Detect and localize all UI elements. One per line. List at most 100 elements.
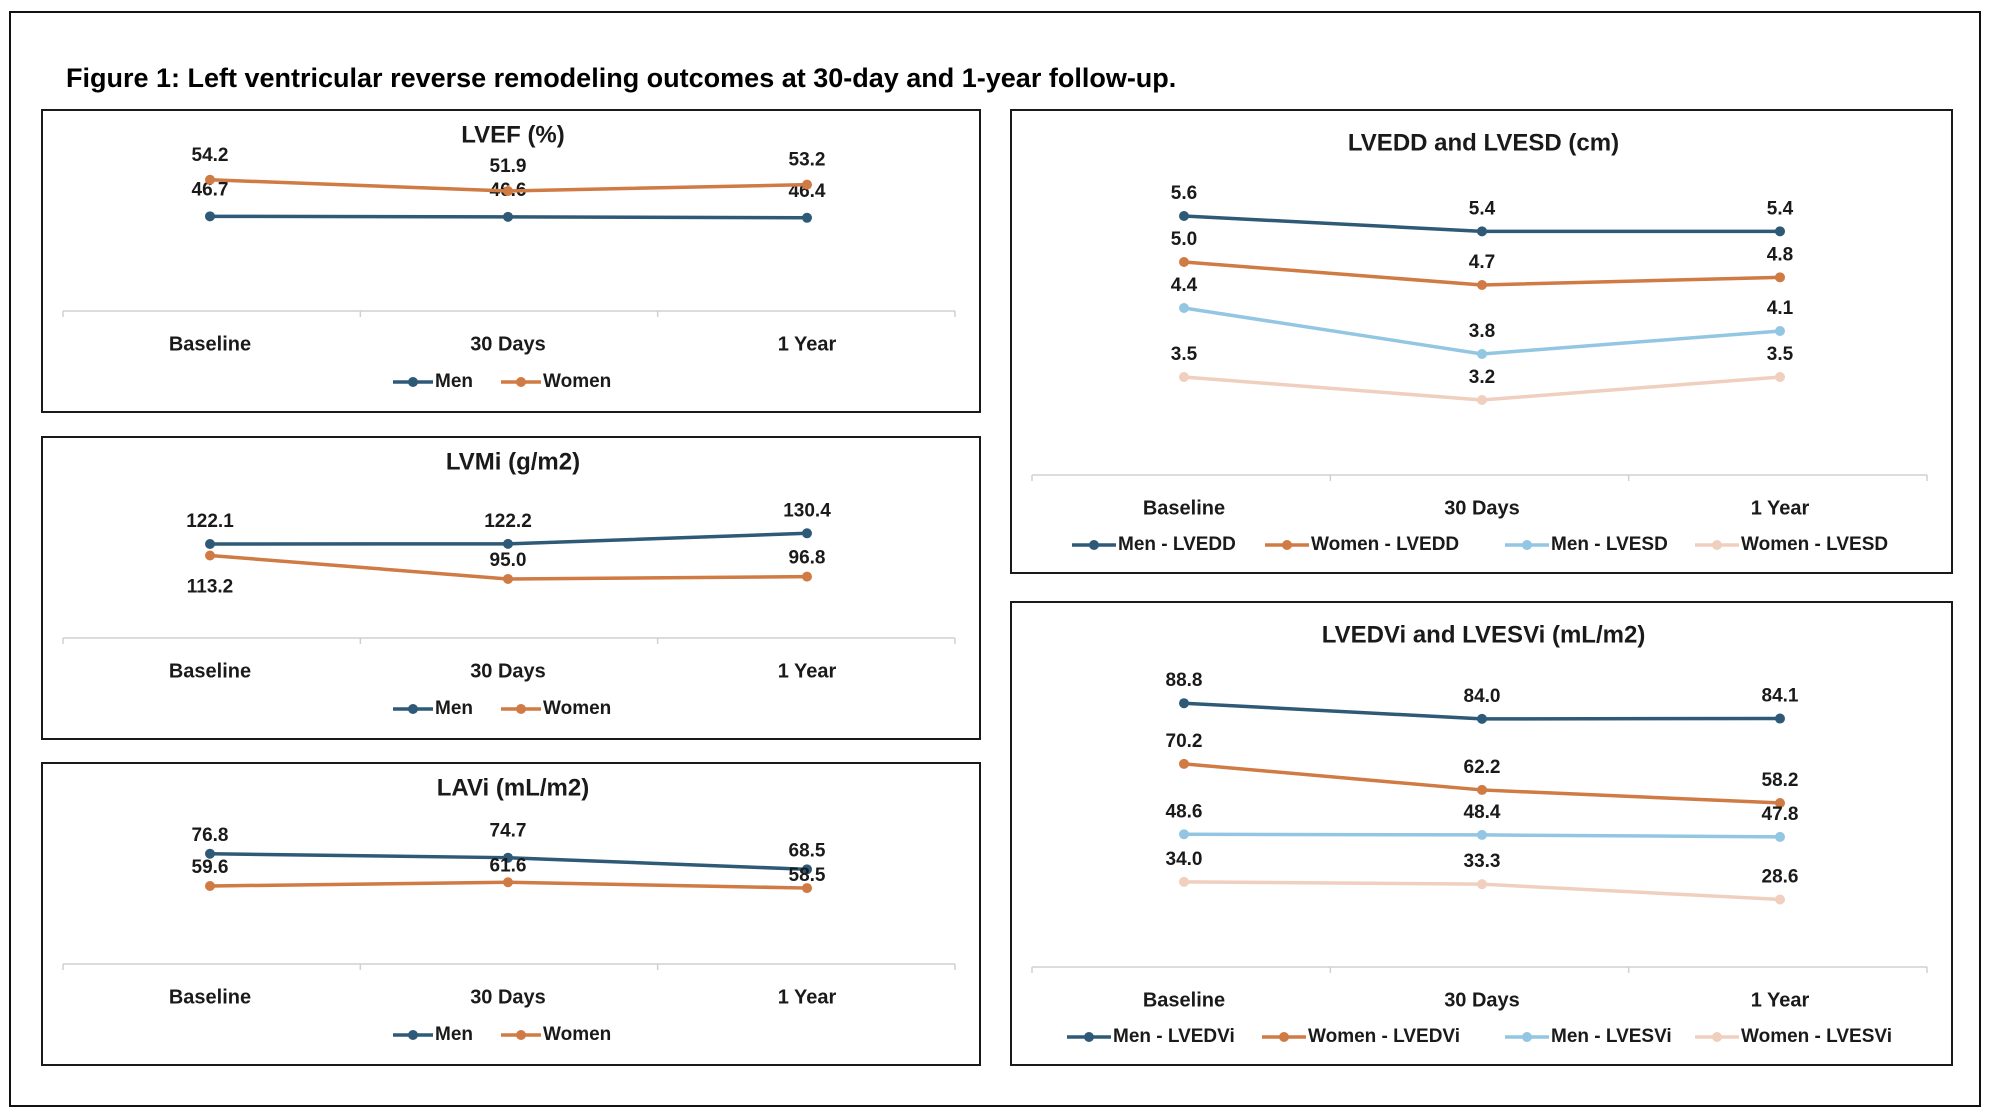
chart-title: LVMi (g/m2) bbox=[446, 448, 580, 475]
data-label-women-lvedvi-1-year: 58.2 bbox=[1762, 770, 1799, 791]
x-tick-label-baseline: Baseline bbox=[169, 660, 251, 682]
x-tick-label-baseline: Baseline bbox=[169, 986, 251, 1008]
data-point-women-30-days bbox=[503, 877, 513, 888]
legend-label-men-lvesd: Men - LVESD bbox=[1551, 534, 1668, 555]
data-label-women-lvedd-baseline: 5.0 bbox=[1171, 229, 1197, 250]
data-point-women-lvedvi-baseline bbox=[1179, 758, 1189, 769]
chart-title: LVEDVi and LVESVi (mL/m2) bbox=[1322, 621, 1646, 648]
data-label-women-30-days: 51.9 bbox=[490, 156, 527, 177]
data-label-men-lvedd-1-year: 5.4 bbox=[1767, 198, 1794, 219]
data-label-men-lvesvi-30-days: 48.4 bbox=[1464, 802, 1501, 823]
data-point-men-baseline bbox=[205, 848, 215, 859]
data-label-women-lvesvi-30-days: 33.3 bbox=[1464, 851, 1501, 872]
x-tick-label-1-year: 1 Year bbox=[1751, 497, 1810, 519]
data-label-women-baseline: 113.2 bbox=[187, 576, 234, 597]
data-point-women-baseline bbox=[205, 881, 215, 891]
x-tick-label-30-days: 30 Days bbox=[470, 986, 546, 1008]
data-point-men-1-year bbox=[802, 528, 812, 539]
legend-label-men: Men bbox=[435, 1024, 473, 1045]
data-point-men-lvedd-baseline bbox=[1179, 211, 1189, 221]
data-point-men-lvedvi-1-year bbox=[1775, 713, 1785, 724]
data-point-women-lvesd-30-days bbox=[1477, 395, 1487, 405]
data-label-men-baseline: 46.7 bbox=[192, 179, 229, 200]
data-point-women-lvedvi-1-year bbox=[1775, 797, 1785, 808]
chart-panel-lavi: LAVi (mL/m2) Baseline 30 Days 1 Year 76.8 74.… bbox=[41, 762, 981, 1066]
legend-marker-women-lvesd bbox=[1712, 540, 1722, 550]
chart-title: LVEDD and LVESD (cm) bbox=[1348, 129, 1619, 156]
legend-label-men: Men bbox=[435, 371, 473, 392]
data-point-men-30-days bbox=[503, 538, 513, 549]
data-label-women-lvedvi-30-days: 62.2 bbox=[1464, 757, 1501, 778]
data-label-women-lvesd-baseline: 3.5 bbox=[1171, 344, 1198, 365]
x-tick-label-30-days: 30 Days bbox=[1444, 497, 1520, 519]
data-point-women-lvesd-1-year bbox=[1775, 372, 1785, 382]
data-label-men-1-year: 68.5 bbox=[789, 840, 826, 861]
chart-lvmi: LVMi (g/m2) Baseline 30 Days 1 Year 122.1 122… bbox=[62, 448, 956, 719]
data-label-women-30-days: 95.0 bbox=[490, 550, 527, 571]
data-point-women-lvedd-baseline bbox=[1179, 257, 1189, 267]
x-tick-label-1-year: 1 Year bbox=[778, 333, 837, 355]
data-point-women-30-days bbox=[503, 185, 513, 196]
data-point-men-lvesd-1-year bbox=[1775, 326, 1785, 336]
data-point-men-lvedvi-baseline bbox=[1179, 698, 1189, 709]
chart-lvedvi: LVEDVi and LVESVi (mL/m2) Baseline 30 Days… bbox=[1031, 621, 1928, 1047]
chart-lavi: LAVi (mL/m2) Baseline 30 Days 1 Year 76.8 74.… bbox=[62, 774, 956, 1045]
data-label-women-1-year: 96.8 bbox=[789, 548, 826, 569]
x-tick-label-1-year: 1 Year bbox=[778, 986, 837, 1008]
data-label-men-lvesd-30-days: 3.8 bbox=[1469, 321, 1495, 342]
data-point-women-lvesvi-30-days bbox=[1477, 879, 1487, 890]
x-tick-label-30-days: 30 Days bbox=[470, 333, 546, 355]
data-label-men-lvesd-1-year: 4.1 bbox=[1767, 298, 1794, 319]
x-tick-label-1-year: 1 Year bbox=[778, 660, 837, 682]
legend-label-women-lvedd: Women - LVEDD bbox=[1311, 534, 1459, 555]
legend-label-women-lvedvi: Women - LVEDVi bbox=[1308, 1026, 1460, 1047]
data-label-men-lvedvi-1-year: 84.1 bbox=[1762, 686, 1799, 707]
data-point-men-30-days bbox=[503, 211, 513, 222]
legend-label-men-lvedvi: Men - LVEDVi bbox=[1113, 1026, 1235, 1047]
data-point-men-lvesd-baseline bbox=[1179, 303, 1189, 313]
legend-marker-men-lvedvi bbox=[1084, 1032, 1094, 1042]
data-label-women-1-year: 53.2 bbox=[789, 150, 826, 171]
chart-lvedd: LVEDD and LVESD (cm) Baseline 30 Days 1 Yea… bbox=[1031, 129, 1928, 555]
chart-title: LVEF (%) bbox=[461, 121, 565, 148]
legend-marker-men bbox=[408, 704, 418, 714]
legend-marker-women-lvedd bbox=[1282, 540, 1292, 550]
data-point-men-lvedvi-30-days bbox=[1477, 713, 1487, 724]
data-label-women-lvedd-30-days: 4.7 bbox=[1469, 252, 1495, 273]
data-label-women-30-days: 61.6 bbox=[490, 855, 527, 876]
data-label-men-1-year: 130.4 bbox=[783, 500, 831, 521]
data-label-women-lvesd-30-days: 3.2 bbox=[1469, 367, 1495, 388]
x-tick-label-baseline: Baseline bbox=[1143, 989, 1225, 1011]
data-point-men-30-days bbox=[503, 852, 513, 863]
data-point-men-1-year bbox=[802, 864, 812, 875]
data-label-women-lvesvi-1-year: 28.6 bbox=[1762, 866, 1799, 887]
data-label-women-lvesd-1-year: 3.5 bbox=[1767, 344, 1794, 365]
legend-marker-men bbox=[408, 377, 418, 387]
legend-label-women: Women bbox=[543, 1024, 611, 1045]
data-label-men-lvesvi-baseline: 48.6 bbox=[1166, 801, 1203, 822]
data-point-women-30-days bbox=[503, 573, 513, 584]
data-point-women-lvesd-baseline bbox=[1179, 372, 1189, 382]
data-label-men-lvedvi-30-days: 84.0 bbox=[1464, 686, 1501, 707]
data-label-women-baseline: 54.2 bbox=[192, 145, 229, 166]
legend-marker-men-lvesd bbox=[1522, 540, 1532, 550]
data-point-women-1-year bbox=[802, 883, 812, 894]
legend-marker-men-lvedd bbox=[1089, 540, 1099, 550]
x-tick-label-baseline: Baseline bbox=[1143, 497, 1225, 519]
chart-panel-lvedd: LVEDD and LVESD (cm) Baseline 30 Days 1 Yea… bbox=[1010, 109, 1953, 574]
x-tick-label-baseline: Baseline bbox=[169, 333, 251, 355]
data-point-men-baseline bbox=[205, 539, 215, 549]
data-point-women-baseline bbox=[205, 550, 215, 561]
data-label-men-baseline: 122.1 bbox=[186, 511, 234, 532]
data-point-women-baseline bbox=[205, 174, 215, 185]
data-point-women-lvedd-30-days bbox=[1477, 280, 1487, 290]
data-point-women-lvedvi-30-days bbox=[1477, 784, 1487, 795]
data-label-women-baseline: 59.6 bbox=[192, 857, 229, 878]
chart-panel-lvmi: LVMi (g/m2) Baseline 30 Days 1 Year 122.1 122… bbox=[41, 436, 981, 740]
data-point-women-lvedd-1-year bbox=[1775, 272, 1785, 283]
data-label-women-lvesvi-baseline: 34.0 bbox=[1166, 849, 1203, 870]
data-label-men-30-days: 74.7 bbox=[490, 821, 527, 842]
legend-label-women: Women bbox=[543, 698, 611, 719]
data-point-men-lvedd-1-year bbox=[1775, 226, 1785, 237]
data-point-women-lvesvi-1-year bbox=[1775, 894, 1785, 905]
